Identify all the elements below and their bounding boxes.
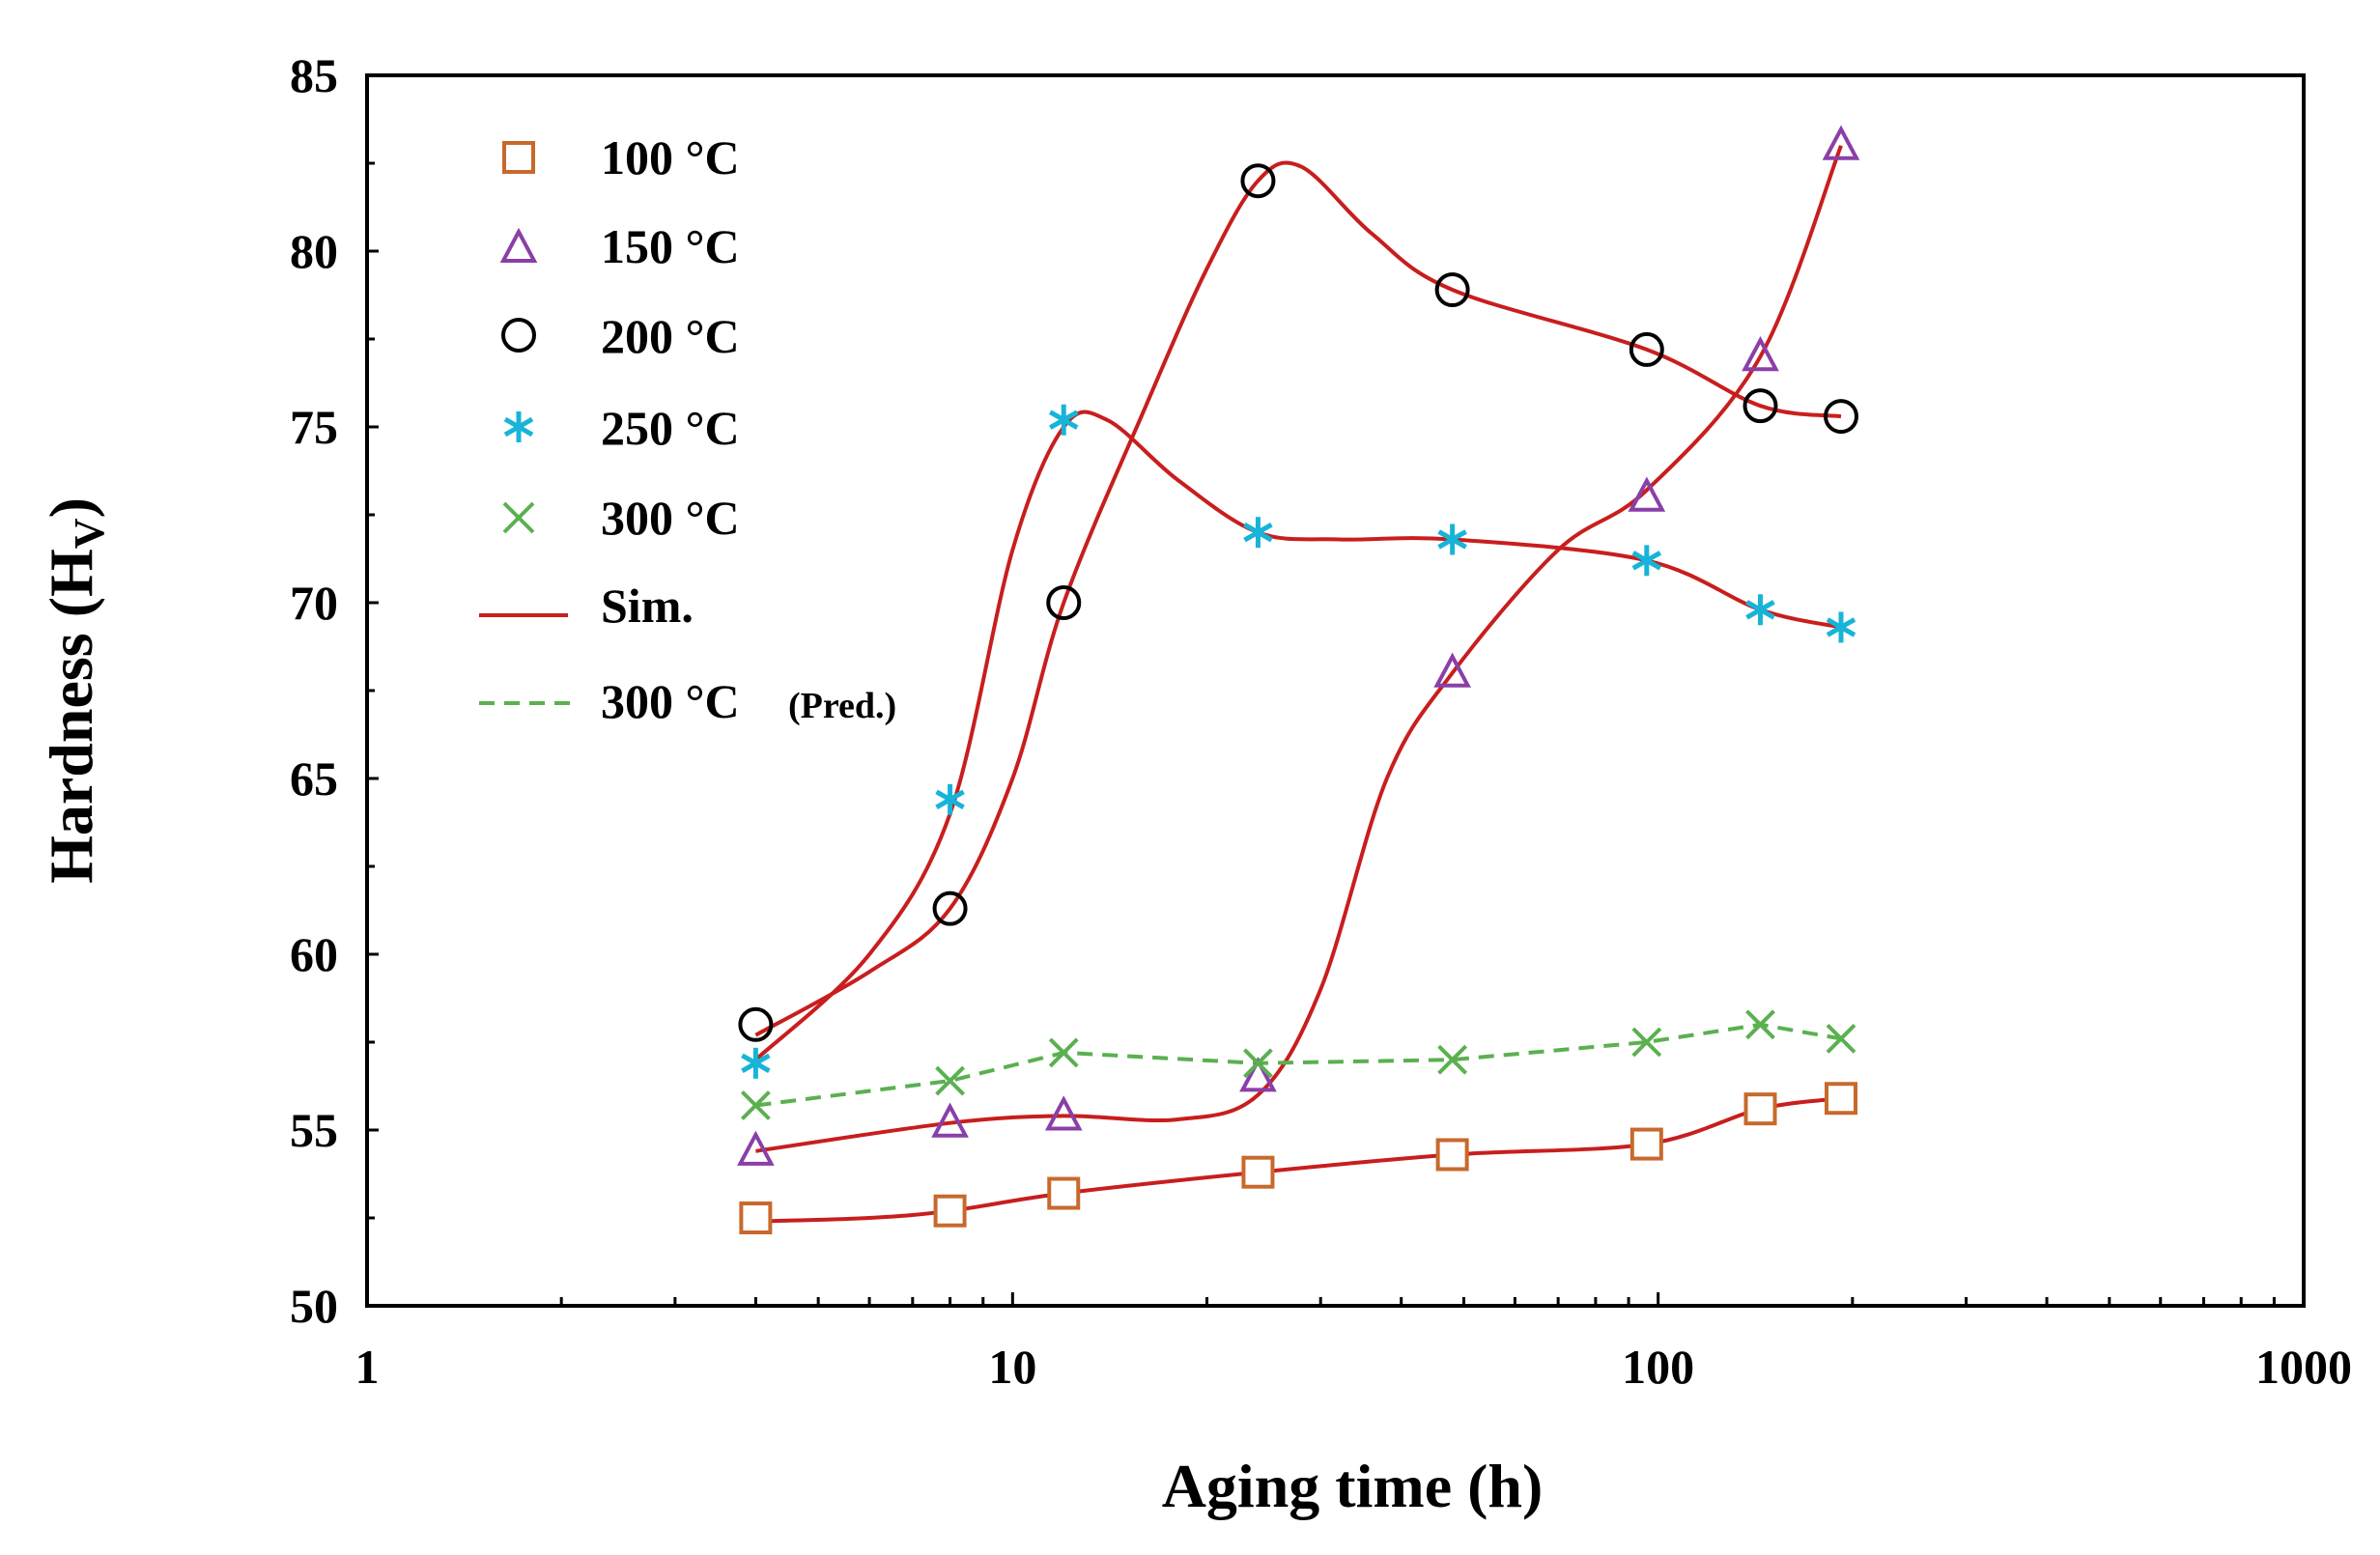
pred-curve-line [755,1022,1842,1108]
x-axis-title: Aging time (h) [1162,1452,1544,1520]
x-axis: 1 10 100 1000 [355,1292,2352,1394]
y-axis: 50 55 60 65 70 75 80 85 [290,48,379,1333]
data-point-x [740,1090,771,1120]
x-tick-label: 1000 [2255,1340,2352,1394]
data-markers [737,125,1860,1234]
legend-item-150: 150 °C [499,219,740,273]
legend-label-300: 300 °C [601,491,740,545]
data-point-circle [738,1006,774,1042]
data-point-circle [932,891,968,926]
legend-item-100: 100 °C [502,130,740,184]
data-point-x [1826,1023,1856,1054]
data-point-x [1437,1044,1468,1075]
sim-curve-1 [755,145,1843,1153]
y-tick-label: 50 [290,1279,338,1333]
y-tick-label: 70 [290,576,338,630]
y-tick-label: 60 [290,927,338,981]
sim-curve-0 [755,1096,1842,1224]
y-tick-label: 65 [290,751,338,806]
data-point-square [1629,1127,1663,1161]
sim-curves [754,145,1843,1224]
legend-item-300: 300 °C [502,491,740,545]
data-point-asterisk [1049,404,1079,436]
data-point-x [1745,1009,1775,1040]
legend-label-sim: Sim. [601,579,694,633]
square-marker-icon [502,141,535,174]
pred-curve [755,1022,1842,1108]
data-point-asterisk [1826,611,1856,643]
legend-label-150: 150 °C [601,219,740,273]
y-tick-label: 55 [290,1103,338,1157]
x-tick-label: 1 [355,1340,380,1394]
data-point-x [1243,1048,1273,1079]
legend-label-pred-suffix: (Pred.) [788,686,896,726]
data-point-asterisk [1631,545,1662,577]
legend-label-100: 100 °C [601,130,740,184]
data-point-square [1047,1176,1081,1210]
legend-label-250: 250 °C [601,401,740,455]
legend-item-250: 250 °C [503,401,740,455]
x-marker-icon [502,501,535,534]
data-point-triangle [931,1102,969,1138]
data-point-asterisk [1437,523,1467,555]
y-axis-title: Hardness (HV) [37,497,113,884]
data-point-circle [1046,585,1082,620]
y-tick-label: 75 [290,400,338,454]
data-point-triangle [1742,335,1779,372]
asterisk-marker-icon [503,411,534,442]
data-point-x [1048,1037,1079,1068]
data-point-square [1241,1155,1275,1189]
data-point-triangle [1628,476,1666,512]
data-point-square [1743,1092,1777,1126]
data-point-x [935,1065,965,1096]
data-point-circle [1240,163,1276,199]
data-point-triangle [1239,1057,1277,1092]
legend-label-200: 200 °C [601,309,740,363]
data-point-x [1631,1027,1662,1058]
data-point-triangle [1433,652,1471,688]
data-point-asterisk [1745,594,1775,626]
legend-item-sim: Sim. [479,579,694,633]
data-point-square [933,1194,967,1228]
data-point-square [1825,1082,1858,1116]
data-point-circle [1824,399,1859,435]
data-point-asterisk [935,783,965,815]
sim-curve-2 [754,160,1842,1037]
y-tick-label: 80 [290,224,338,278]
legend: 100 °C 150 °C 200 °C 250 °C 300 °C [479,130,896,728]
sim-curve-3 [754,410,1842,1061]
x-tick-label: 10 [988,1340,1036,1394]
data-point-triangle [1044,1095,1083,1131]
data-point-circle [1629,331,1664,367]
data-point-circle [1742,388,1778,424]
data-point-square [739,1202,773,1234]
legend-item-200: 200 °C [501,309,740,363]
triangle-marker-icon [499,227,538,263]
legend-label-pred: 300 °C [601,674,740,728]
data-point-triangle [737,1130,775,1166]
y-tick-label: 85 [290,48,338,102]
data-point-square [1435,1138,1469,1172]
data-point-triangle [1822,125,1860,160]
legend-item-pred: 300 °C (Pred.) [479,674,896,728]
data-point-circle [1434,272,1470,308]
data-point-asterisk [1243,517,1273,549]
data-point-asterisk [741,1047,771,1079]
x-tick-label: 100 [1622,1340,1694,1394]
circle-marker-icon [501,318,536,353]
